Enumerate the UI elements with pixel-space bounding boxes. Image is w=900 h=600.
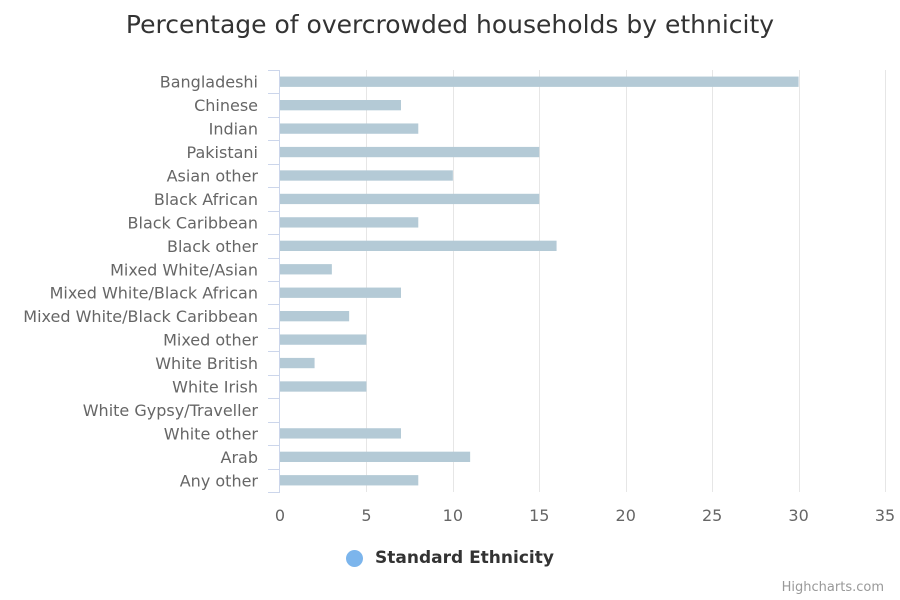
category-label-8: Mixed White/Asian: [110, 260, 258, 279]
bar-1[interactable]: [280, 100, 401, 111]
category-label-15: White other: [164, 424, 259, 443]
bar-11[interactable]: [280, 334, 367, 345]
bar-4[interactable]: [280, 170, 453, 181]
category-label-12: White British: [155, 354, 258, 373]
category-label-2: Indian: [209, 120, 258, 139]
x-tick-label-2: 10: [443, 506, 463, 525]
bar-10[interactable]: [280, 311, 350, 322]
category-label-7: Black other: [167, 237, 258, 256]
category-label-17: Any other: [180, 471, 259, 490]
x-tick-label-5: 25: [702, 506, 722, 525]
x-tick-label-1: 5: [361, 506, 371, 525]
bar-0[interactable]: [280, 76, 799, 87]
legend-item[interactable]: Standard Ethnicity: [346, 548, 554, 568]
category-label-14: White Gypsy/Traveller: [83, 401, 259, 420]
category-label-10: Mixed White/Black Caribbean: [23, 307, 258, 326]
x-tick-label-0: 0: [275, 506, 285, 525]
category-label-9: Mixed White/Black African: [50, 284, 258, 303]
bar-13[interactable]: [280, 381, 367, 392]
category-label-4: Asian other: [167, 167, 259, 186]
credits-link[interactable]: Highcharts.com: [781, 580, 884, 595]
legend-marker-icon: [346, 549, 364, 567]
bar-8[interactable]: [280, 264, 332, 275]
category-label-3: Pakistani: [187, 143, 258, 162]
category-label-16: Arab: [221, 448, 258, 467]
bar-16[interactable]: [280, 451, 471, 462]
bar-3[interactable]: [280, 146, 540, 158]
bar-12[interactable]: [280, 357, 315, 369]
x-tick-label-6: 30: [788, 506, 808, 525]
category-label-1: Chinese: [194, 96, 258, 115]
x-tick-label-4: 20: [616, 506, 636, 525]
bar-2[interactable]: [280, 123, 419, 134]
bar-6[interactable]: [280, 217, 419, 228]
category-label-5: Black African: [154, 190, 258, 209]
legend-label: Standard Ethnicity: [375, 548, 554, 568]
bar-17[interactable]: [280, 475, 419, 486]
bar-15[interactable]: [280, 428, 401, 439]
bar-7[interactable]: [280, 240, 557, 251]
x-tick-label-3: 15: [529, 506, 549, 525]
legend: Standard Ethnicity: [0, 548, 900, 571]
category-label-6: Black Caribbean: [128, 213, 258, 232]
bar-5[interactable]: [280, 193, 540, 205]
bar-9[interactable]: [280, 287, 401, 298]
x-tick-label-7: 35: [875, 506, 895, 525]
category-label-11: Mixed other: [163, 331, 258, 350]
category-label-13: White Irish: [172, 378, 258, 397]
category-label-0: Bangladeshi: [160, 73, 258, 92]
chart-title: Percentage of overcrowded households by …: [125, 10, 775, 39]
